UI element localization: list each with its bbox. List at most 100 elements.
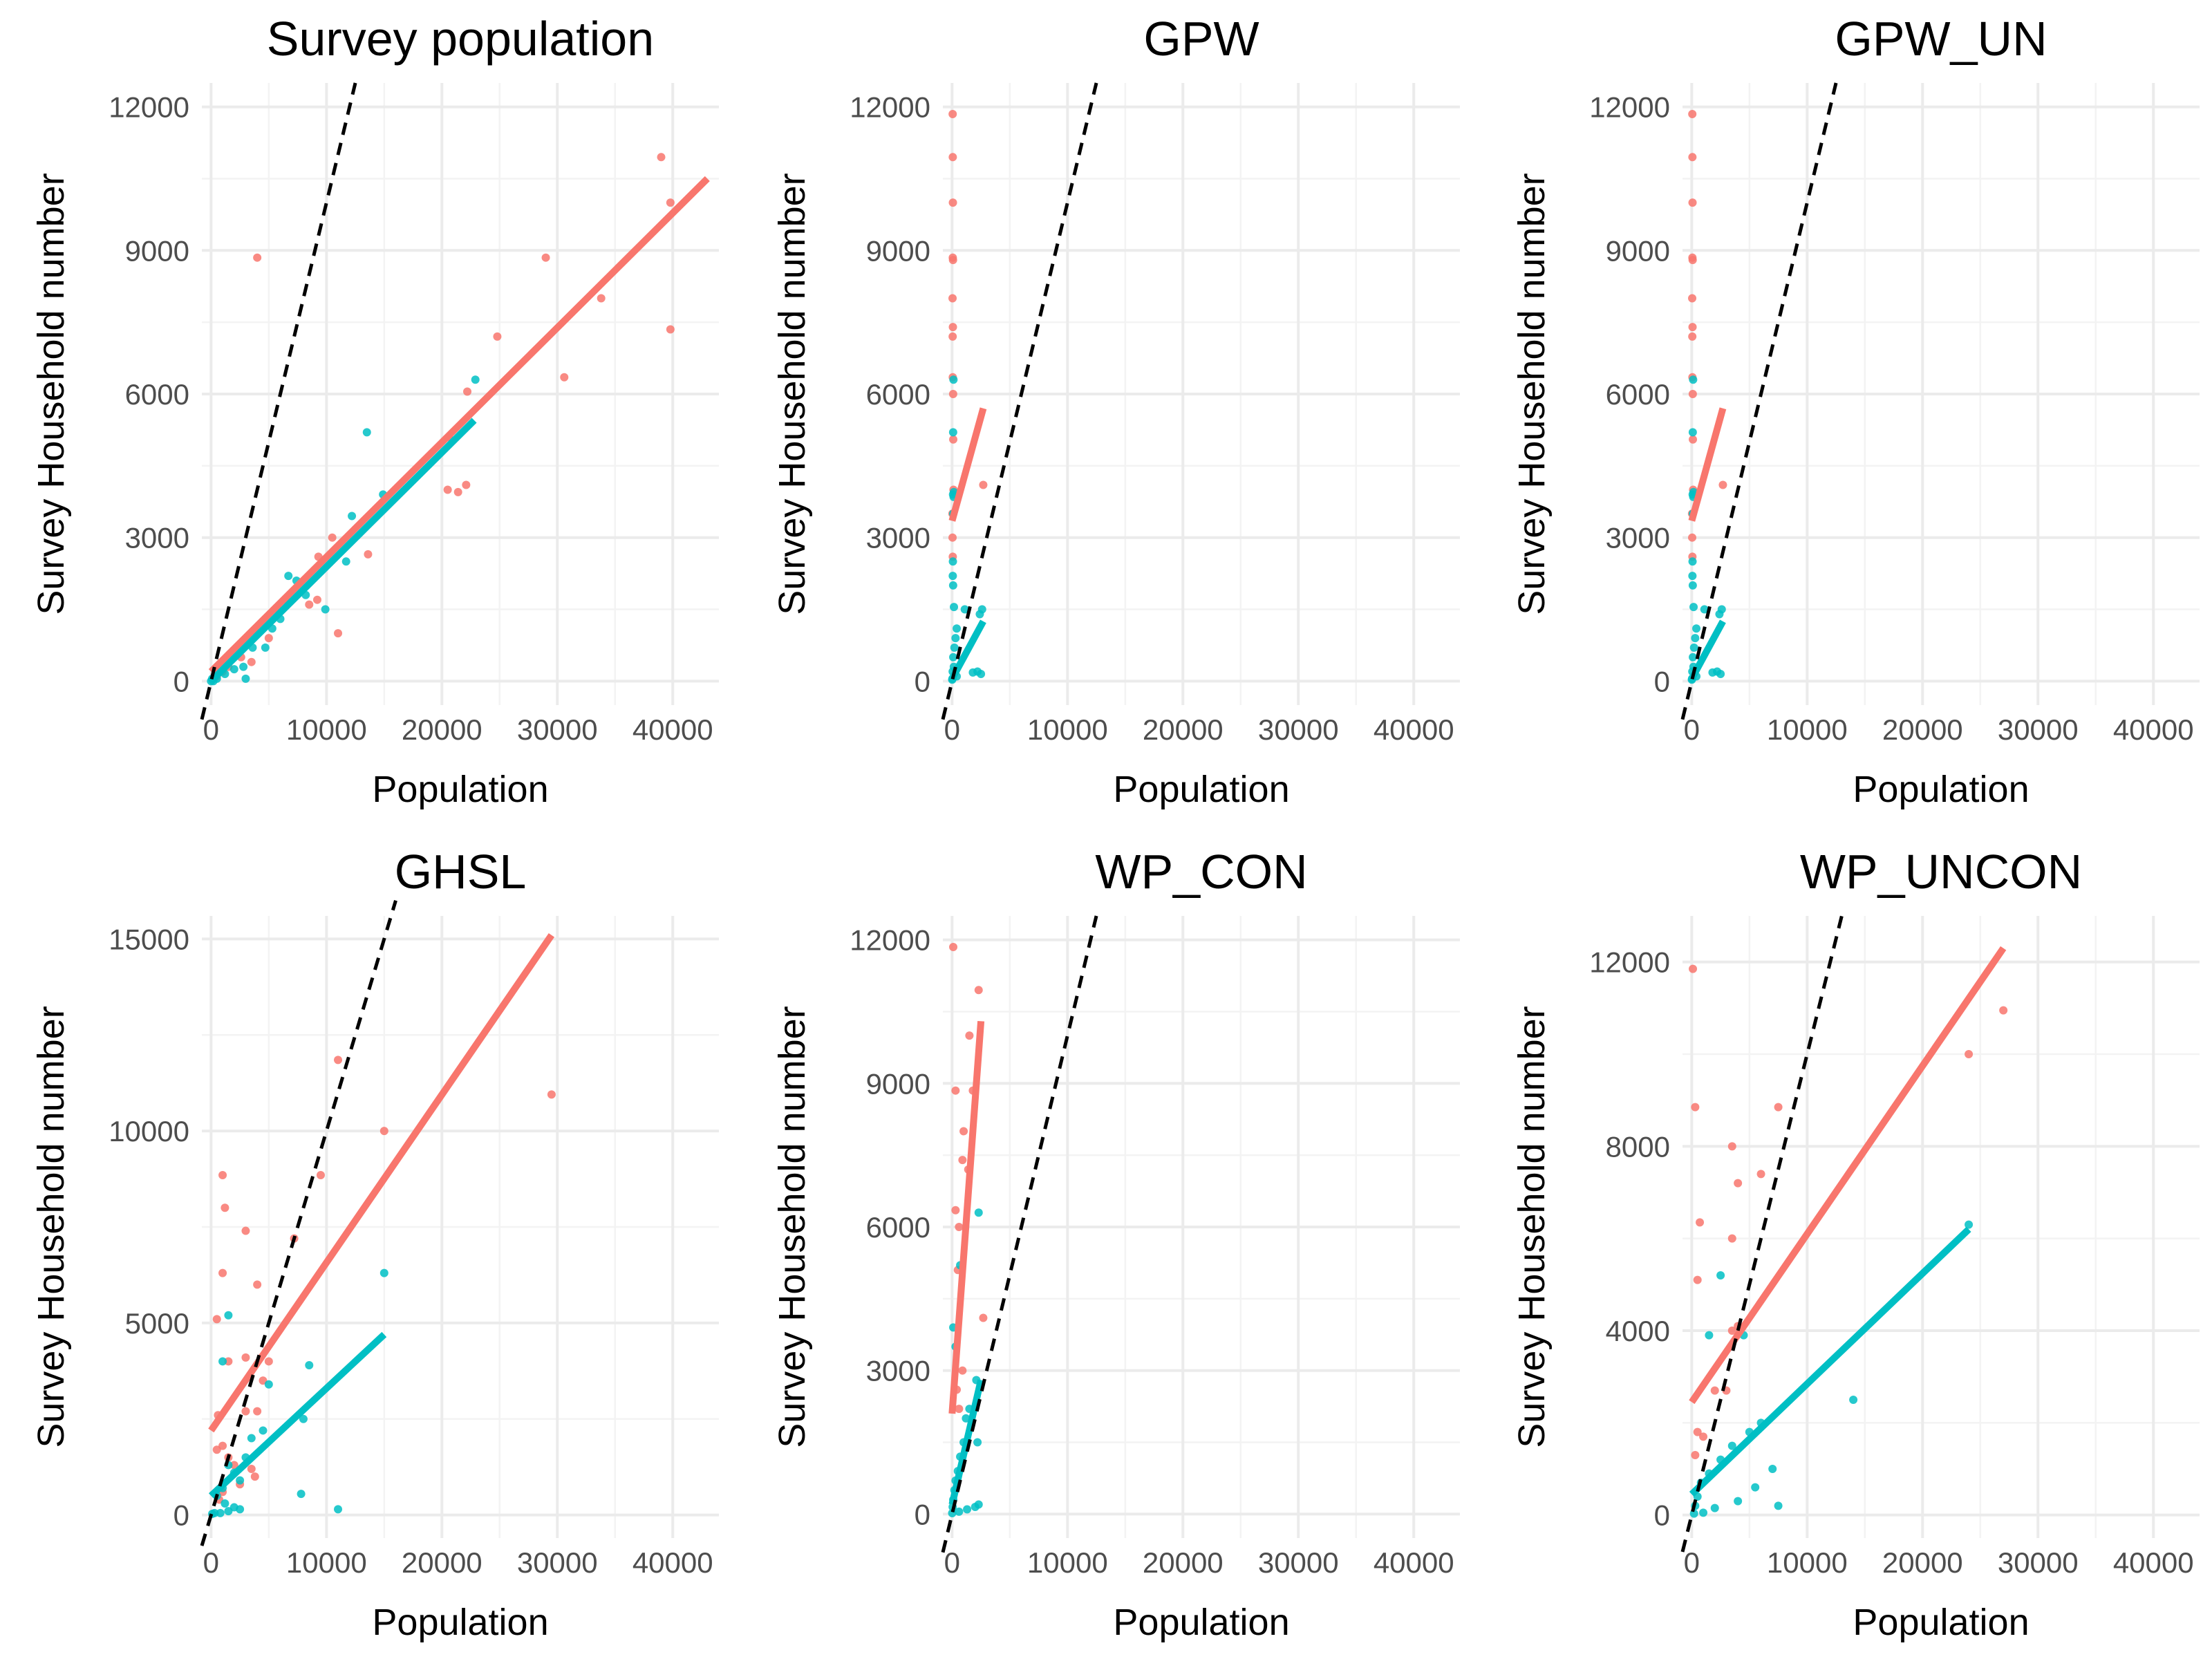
identity-line	[200, 82, 357, 720]
y-tick-label: 9000	[866, 1067, 930, 1100]
data-point	[241, 674, 250, 683]
plot-area	[1687, 110, 1727, 684]
data-point	[948, 323, 957, 332]
data-point	[1688, 256, 1697, 265]
x-tick-label: 20000	[1882, 1546, 1963, 1579]
x-tick-label: 40000	[632, 1546, 713, 1579]
data-point	[1999, 1006, 2008, 1015]
data-point	[221, 1499, 229, 1508]
data-point	[974, 986, 983, 995]
data-point	[666, 325, 675, 334]
x-tick-label: 30000	[1998, 1546, 2079, 1579]
data-point	[328, 533, 337, 542]
x-axis-label: Population	[372, 769, 548, 810]
y-tick-label: 0	[1654, 665, 1670, 697]
data-point	[1756, 1170, 1765, 1179]
data-point	[955, 1223, 964, 1231]
data-point	[261, 643, 270, 652]
identity-line	[941, 82, 1098, 720]
data-point	[264, 634, 273, 643]
data-point	[1965, 1050, 1974, 1058]
y-tick-label: 6000	[1606, 378, 1670, 411]
data-point	[949, 375, 958, 384]
data-point	[247, 1434, 256, 1443]
data-point	[247, 657, 256, 666]
data-point	[975, 610, 984, 619]
y-tick-label: 5000	[125, 1307, 189, 1340]
data-point	[1688, 581, 1697, 590]
fit-line	[1688, 619, 1726, 681]
x-tick-label: 40000	[1374, 713, 1454, 746]
data-point	[1965, 1220, 1974, 1229]
x-tick-label: 20000	[1882, 713, 1963, 746]
identity-line	[1680, 915, 1844, 1553]
data-point	[1751, 1483, 1760, 1492]
data-point	[1727, 1234, 1736, 1243]
data-point	[1718, 480, 1727, 489]
x-axis-label: Population	[1853, 1602, 2029, 1643]
x-tick-label: 10000	[286, 713, 367, 746]
y-tick-label: 0	[915, 1498, 930, 1530]
data-point	[1727, 1142, 1736, 1151]
x-tick-label: 10000	[1027, 713, 1108, 746]
data-point	[1689, 964, 1698, 973]
data-point	[1689, 643, 1698, 652]
data-point	[948, 557, 957, 566]
data-point	[1716, 670, 1725, 678]
y-tick-label: 9000	[125, 234, 189, 267]
x-axis-label: Population	[1113, 1602, 1289, 1643]
data-point	[1774, 1103, 1783, 1112]
data-point	[1691, 1451, 1700, 1459]
data-point	[1734, 1497, 1743, 1506]
data-point	[364, 550, 373, 559]
x-tick-label: 30000	[1258, 1546, 1339, 1579]
data-point	[948, 572, 957, 581]
x-tick-label: 40000	[632, 713, 713, 746]
data-point	[224, 1311, 233, 1320]
fit-line	[1689, 946, 2007, 1405]
y-tick-label: 15000	[109, 923, 189, 955]
y-tick-label: 0	[1654, 1499, 1670, 1532]
y-tick-label: 6000	[125, 378, 189, 411]
y-tick-label: 0	[915, 665, 930, 697]
data-point	[224, 1507, 233, 1516]
fit-line	[948, 1020, 985, 1414]
fit-line	[1689, 1226, 1971, 1497]
x-tick-label: 0	[1684, 1546, 1700, 1579]
data-point	[453, 487, 462, 496]
data-point	[948, 110, 957, 118]
panel-title: WP_CON	[1095, 845, 1307, 899]
y-tick-label: 12000	[109, 91, 189, 124]
data-point	[212, 1445, 221, 1454]
data-point	[1688, 572, 1697, 581]
y-tick-label: 12000	[1589, 946, 1670, 979]
x-tick-label: 20000	[1143, 1546, 1224, 1579]
data-point	[305, 1361, 314, 1369]
data-point	[950, 603, 959, 612]
fit-line	[948, 619, 986, 681]
y-tick-label: 3000	[1606, 522, 1670, 554]
data-point	[973, 1438, 982, 1447]
data-point	[321, 605, 330, 614]
data-point	[948, 153, 957, 162]
data-point	[218, 1268, 227, 1277]
data-point	[1727, 1327, 1736, 1335]
data-point	[948, 256, 957, 265]
data-point	[560, 373, 569, 382]
panel-3: 0 10000 20000 30000 40000 0 5000 10000 15000 GHSL…	[30, 845, 719, 1643]
data-point	[1688, 332, 1697, 341]
data-point	[229, 665, 238, 674]
data-point	[1774, 1501, 1783, 1510]
data-point	[955, 1405, 964, 1414]
data-point	[341, 557, 350, 566]
y-tick-label: 0	[174, 1499, 189, 1532]
data-point	[1691, 634, 1700, 643]
identity-line	[1680, 82, 1838, 720]
identity-line	[200, 900, 397, 1546]
data-point	[1715, 610, 1724, 619]
data-point	[666, 198, 675, 207]
data-point	[299, 1414, 308, 1423]
y-tick-label: 3000	[866, 1355, 930, 1387]
data-point	[312, 595, 321, 604]
y-tick-label: 10000	[109, 1115, 189, 1147]
